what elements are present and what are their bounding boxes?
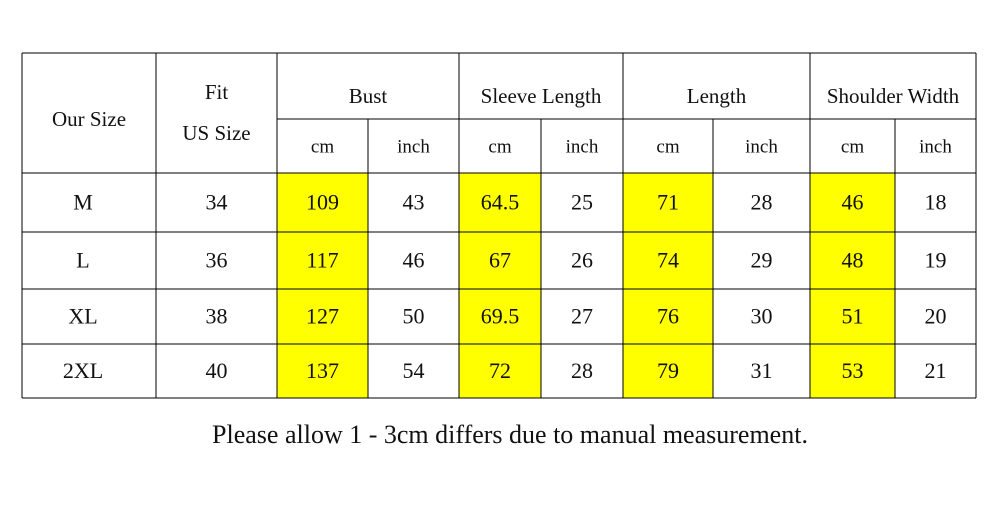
table-cell: 51 [842,304,864,329]
table-cell: 2XL [63,358,103,383]
table-cell: 67 [489,248,511,273]
table-cell: 34 [206,190,228,215]
header-unit: cm [841,136,864,157]
table-cell: 19 [925,248,947,273]
highlight-cell [459,232,541,289]
table-cell: 137 [306,358,339,383]
table-cell: 30 [751,304,773,329]
table-cell: 127 [306,304,339,329]
table-cell: 25 [571,190,593,215]
highlight-cell [810,232,895,289]
highlight-cell [623,232,713,289]
highlight-cell [623,173,713,232]
table-cell: 72 [489,358,511,383]
note: Please allow 1 - 3cm differs due to manu… [212,420,808,449]
table-cell: 109 [306,190,339,215]
table-cell: 28 [571,358,593,383]
header-unit: inch [745,136,778,157]
table-cell: 26 [571,248,593,273]
table-cell: 36 [206,248,228,273]
highlight-cell [810,289,895,344]
table-cell: 71 [657,190,679,215]
table-cell: 20 [925,304,947,329]
table-cell: 64.5 [481,190,520,215]
highlight-cell [277,344,368,398]
table-cell: 27 [571,304,593,329]
table-cell: 69.5 [481,304,520,329]
table-cell: 79 [657,358,679,383]
header-cell: Our Size [52,107,126,131]
table-cell: M [73,190,93,215]
table-cell: 54 [403,358,425,383]
highlight-cell [459,289,541,344]
table-cell: 74 [657,248,679,273]
header-unit: cm [656,136,679,157]
header-unit: inch [397,136,430,157]
header-unit: inch [566,136,599,157]
header-unit: inch [919,136,952,157]
header-group: Length [687,84,747,108]
table-cell: 46 [403,248,425,273]
table-cell: 50 [403,304,425,329]
highlight-cell [459,344,541,398]
highlight-cell [459,173,541,232]
header-unit: cm [488,136,511,157]
table-cell: 21 [925,358,947,383]
highlight-cell [277,232,368,289]
highlight-cell [277,289,368,344]
highlight-cell [810,344,895,398]
table-cell: 48 [842,248,864,273]
table-cell: L [76,248,89,273]
header-cell: Fit [205,80,229,104]
table-cell: 53 [842,358,864,383]
header-cell: US Size [182,121,250,145]
table-cell: 38 [206,304,228,329]
header-group: Sleeve Length [481,84,602,108]
table-cell: 28 [751,190,773,215]
table-cell: 76 [657,304,679,329]
highlight-cell [810,173,895,232]
table-cell: 29 [751,248,773,273]
header-unit: cm [311,136,334,157]
table-cell: 31 [751,358,773,383]
header-group: Shoulder Width [827,84,960,108]
table-cell: 18 [925,190,947,215]
table-cell: 117 [306,248,338,273]
table-cell: XL [68,304,97,329]
header-group: Bust [349,84,388,108]
highlight-cell [623,344,713,398]
table-cell: 40 [206,358,228,383]
highlight-cell [277,173,368,232]
table-cell: 43 [403,190,425,215]
highlight-cell [623,289,713,344]
table-cell: 46 [842,190,864,215]
